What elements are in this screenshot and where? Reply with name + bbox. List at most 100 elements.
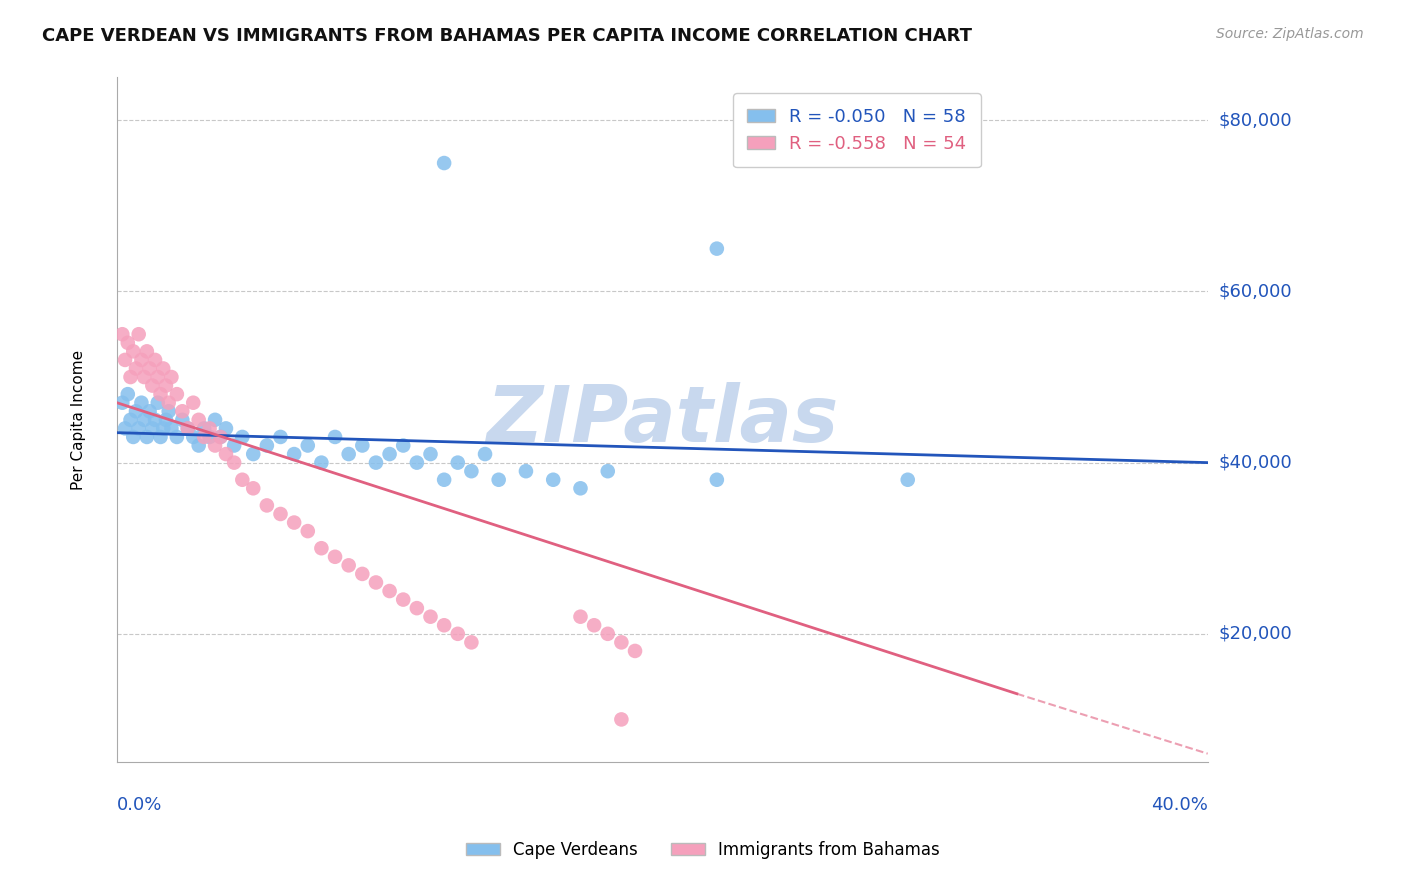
Point — [152, 421, 174, 435]
Text: 0.0%: 0.0% — [117, 797, 162, 814]
Point — [181, 430, 204, 444]
Point — [610, 713, 633, 727]
Point — [283, 447, 305, 461]
Point — [204, 438, 226, 452]
Text: $80,000: $80,000 — [1219, 112, 1292, 129]
Point — [135, 430, 157, 444]
Point — [231, 430, 253, 444]
Point — [114, 421, 136, 435]
Point — [134, 413, 156, 427]
Point — [405, 456, 427, 470]
Point — [224, 438, 246, 452]
Point — [187, 413, 209, 427]
Text: $20,000: $20,000 — [1219, 624, 1292, 643]
Point — [297, 524, 319, 538]
Point — [187, 438, 209, 452]
Point — [283, 516, 305, 530]
Text: ZIPatlas: ZIPatlas — [486, 382, 838, 458]
Point — [352, 566, 374, 581]
Point — [138, 361, 160, 376]
Point — [111, 327, 134, 342]
Point — [323, 549, 346, 564]
Point — [337, 558, 360, 573]
Point — [198, 430, 221, 444]
Point — [352, 438, 374, 452]
Point — [193, 430, 215, 444]
Point — [122, 430, 145, 444]
Point — [117, 387, 139, 401]
Point — [149, 430, 172, 444]
Point — [117, 335, 139, 350]
Point — [146, 395, 169, 409]
Text: Per Capita Income: Per Capita Income — [72, 350, 86, 490]
Point — [460, 635, 482, 649]
Point — [297, 438, 319, 452]
Point — [515, 464, 537, 478]
Point — [488, 473, 510, 487]
Point — [198, 421, 221, 435]
Point — [706, 242, 728, 256]
Point — [460, 464, 482, 478]
Point — [610, 635, 633, 649]
Point — [128, 421, 150, 435]
Point — [583, 618, 606, 632]
Point — [215, 447, 238, 461]
Text: $40,000: $40,000 — [1219, 454, 1292, 472]
Text: CAPE VERDEAN VS IMMIGRANTS FROM BAHAMAS PER CAPITA INCOME CORRELATION CHART: CAPE VERDEAN VS IMMIGRANTS FROM BAHAMAS … — [42, 27, 972, 45]
Point — [419, 447, 441, 461]
Point — [135, 344, 157, 359]
Point — [447, 627, 470, 641]
Text: 40.0%: 40.0% — [1152, 797, 1208, 814]
Point — [231, 473, 253, 487]
Point — [134, 370, 156, 384]
Point — [378, 584, 401, 599]
Legend: R = -0.050   N = 58, R = -0.558   N = 54: R = -0.050 N = 58, R = -0.558 N = 54 — [733, 94, 980, 167]
Point — [270, 430, 292, 444]
Point — [157, 395, 180, 409]
Point — [181, 395, 204, 409]
Point — [311, 456, 333, 470]
Point — [596, 627, 619, 641]
Point — [172, 413, 194, 427]
Point — [122, 344, 145, 359]
Point — [131, 395, 153, 409]
Point — [624, 644, 647, 658]
Point — [242, 447, 264, 461]
Legend: Cape Verdeans, Immigrants from Bahamas: Cape Verdeans, Immigrants from Bahamas — [460, 835, 946, 866]
Point — [392, 438, 415, 452]
Point — [706, 473, 728, 487]
Point — [569, 609, 592, 624]
Point — [311, 541, 333, 556]
Point — [256, 438, 278, 452]
Point — [897, 473, 920, 487]
Point — [433, 618, 456, 632]
Point — [160, 370, 183, 384]
Point — [364, 456, 387, 470]
Point — [209, 430, 232, 444]
Point — [120, 370, 142, 384]
Point — [209, 430, 232, 444]
Point — [256, 499, 278, 513]
Point — [224, 456, 246, 470]
Point — [120, 413, 142, 427]
Point — [405, 601, 427, 615]
Point — [143, 413, 166, 427]
Point — [433, 473, 456, 487]
Point — [419, 609, 441, 624]
Point — [157, 404, 180, 418]
Point — [474, 447, 496, 461]
Point — [141, 421, 163, 435]
Point — [125, 361, 148, 376]
Text: Source: ZipAtlas.com: Source: ZipAtlas.com — [1216, 27, 1364, 41]
Point — [155, 413, 177, 427]
Point — [131, 352, 153, 367]
Point — [166, 387, 188, 401]
Point — [193, 421, 215, 435]
Point — [177, 421, 200, 435]
Point — [128, 327, 150, 342]
Point — [141, 378, 163, 392]
Point — [138, 404, 160, 418]
Point — [155, 378, 177, 392]
Point — [323, 430, 346, 444]
Point — [270, 507, 292, 521]
